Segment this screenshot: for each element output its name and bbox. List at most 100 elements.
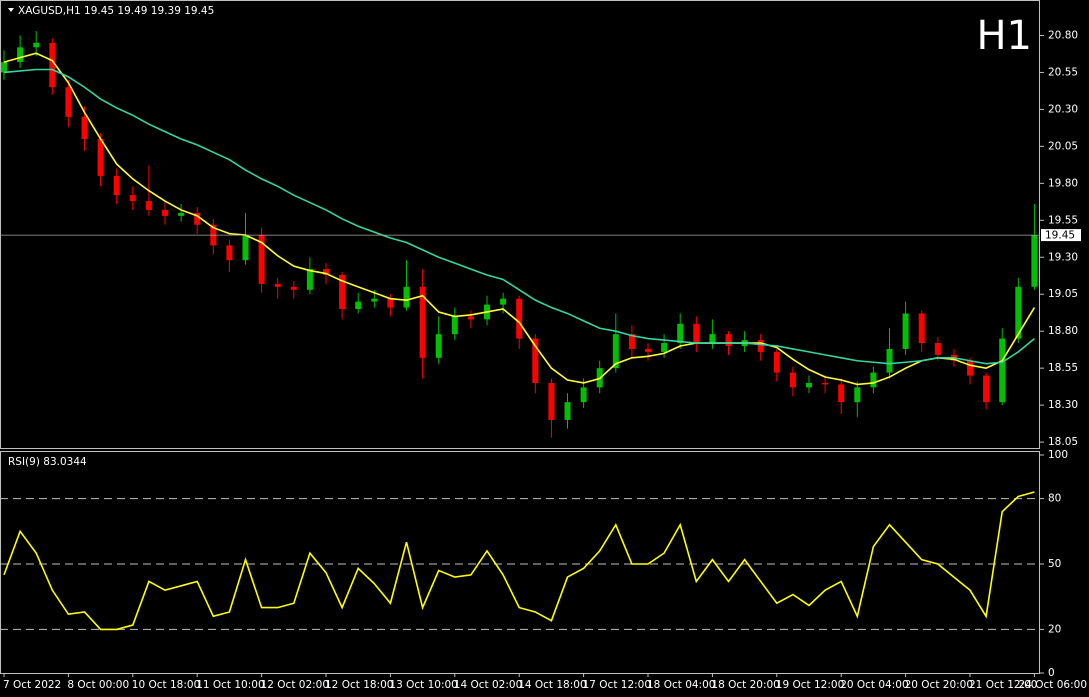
y-tick-label: 19.30 — [1048, 251, 1078, 263]
y-tick-label: 100 — [1048, 449, 1068, 461]
moving-average — [3, 52, 1036, 386]
candle-body — [645, 348, 651, 352]
x-tick-label: 18 Oct 04:00 — [647, 679, 715, 691]
candle-body — [612, 334, 619, 369]
candle-body — [17, 47, 24, 63]
y-tick-label: 18.05 — [1048, 436, 1078, 448]
candle-body — [226, 245, 233, 261]
rsi-title: RSI(9) 83.0344 — [8, 456, 87, 468]
candle-body — [419, 286, 426, 358]
candle-body — [967, 360, 973, 376]
menu-icon — [8, 8, 14, 12]
last-price-box — [1041, 229, 1081, 242]
candle-body — [983, 375, 990, 403]
main-frame — [0, 0, 1040, 449]
x-tick-label: 17 Oct 12:00 — [583, 679, 651, 691]
y-tick-label: 19.05 — [1048, 288, 1078, 300]
candle-body — [387, 298, 394, 308]
x-tick-label: 20 Oct 20:00 — [905, 679, 973, 691]
candle-body — [242, 235, 249, 261]
y-tick-label: 20.80 — [1048, 29, 1078, 41]
candle-body — [628, 334, 635, 349]
candle-body — [258, 235, 265, 284]
candle-body — [838, 384, 845, 403]
x-tick-label: 19 Oct 12:00 — [776, 679, 844, 691]
moving-average — [3, 68, 1035, 365]
candle-body — [81, 116, 88, 139]
x-tick-label: 10 Oct 18:00 — [132, 679, 200, 691]
candle-body — [355, 301, 362, 310]
y-tick-label: 50 — [1048, 558, 1061, 570]
candle-body — [870, 372, 877, 388]
x-tick-label: 7 Oct 2022 — [3, 679, 61, 691]
y-tick-label: 20 — [1048, 623, 1061, 635]
candle-body — [65, 87, 72, 117]
y-tick-label: 19.55 — [1048, 214, 1078, 226]
x-tick-label: 18 Oct 20:00 — [711, 679, 779, 691]
candle-body — [999, 338, 1006, 403]
candle-body — [789, 372, 796, 388]
candle-body — [49, 42, 56, 88]
chart-title: XAGUSD,H1 19.45 19.49 19.39 19.45 — [18, 5, 214, 17]
candle-body — [1, 62, 7, 73]
candle-body — [451, 316, 458, 335]
x-tick-label: 12 Oct 18:00 — [325, 679, 393, 691]
candle-body — [902, 313, 909, 349]
timeframe-label: H1 — [976, 13, 1032, 59]
candle-body — [467, 316, 474, 320]
candle-body — [709, 334, 716, 344]
candle-body — [516, 298, 523, 339]
candle-body — [725, 334, 732, 346]
candle-body — [290, 286, 297, 290]
x-tick-label: 20 Oct 04:00 — [840, 679, 908, 691]
candle-body — [918, 313, 925, 344]
candle-body — [1015, 286, 1022, 339]
candle-body — [33, 42, 40, 48]
candle-body — [1031, 235, 1038, 287]
x-tick-label: 11 Oct 10:00 — [196, 679, 264, 691]
candle-body — [339, 275, 346, 310]
x-tick-label: 14 Oct 18:00 — [518, 679, 586, 691]
candle-body — [532, 338, 539, 383]
candle-body — [162, 209, 168, 216]
candle-body — [580, 387, 587, 403]
x-tick-label: 21 Oct 12:00 — [969, 679, 1037, 691]
candle-body — [194, 212, 201, 225]
candle-body — [371, 298, 378, 302]
candle-body — [129, 195, 136, 202]
candle-body — [934, 343, 941, 355]
candle-body — [113, 175, 120, 196]
candle-body — [822, 382, 829, 385]
x-tick-label: 14 Oct 02:00 — [454, 679, 522, 691]
x-tick-label: 13 Oct 10:00 — [389, 679, 457, 691]
candle-body — [854, 387, 861, 403]
candle-body — [435, 334, 442, 358]
candle-body — [97, 138, 104, 176]
y-tick-label: 18.55 — [1048, 362, 1078, 374]
x-tick-label: 12 Oct 02:00 — [261, 679, 329, 691]
y-tick-label: 20.05 — [1048, 140, 1078, 152]
candle-body — [806, 382, 812, 388]
rsi-frame — [0, 451, 1040, 674]
x-tick-label: 8 Oct 00:00 — [67, 679, 129, 691]
candle-body — [145, 201, 152, 210]
x-tick-label: 24 Oct 06:00 — [1019, 679, 1087, 691]
y-tick-label: 0 — [1048, 667, 1055, 679]
y-tick-label: 20.55 — [1048, 66, 1078, 78]
candle-body — [274, 283, 281, 287]
candle-body — [693, 323, 700, 344]
y-tick-label: 18.80 — [1048, 325, 1078, 337]
rsi-line — [3, 491, 1035, 631]
candle-body — [548, 382, 555, 420]
candle-body — [500, 298, 507, 305]
y-tick-label: 19.80 — [1048, 177, 1078, 189]
candle-body — [323, 269, 329, 276]
candle-body — [403, 286, 410, 308]
y-tick-label: 20.30 — [1048, 103, 1078, 115]
y-tick-label: 18.30 — [1048, 399, 1078, 411]
candle-body — [306, 269, 313, 290]
candle-body — [677, 323, 684, 344]
candle-body — [661, 343, 668, 352]
candle-body — [564, 402, 571, 420]
